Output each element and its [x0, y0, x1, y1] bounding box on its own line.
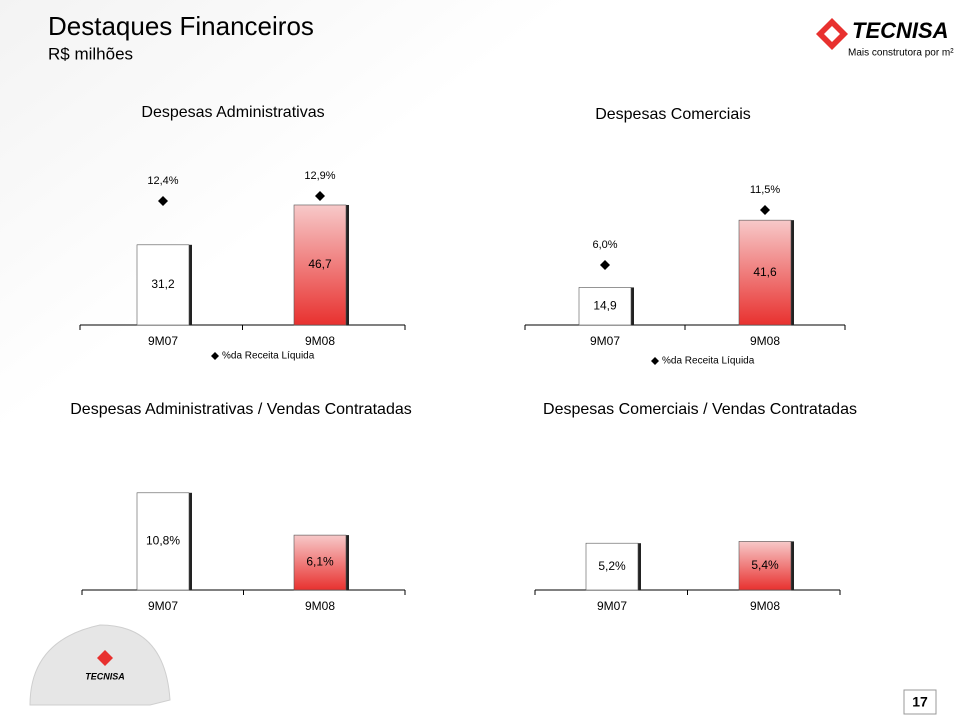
bar-value-label: 41,6	[753, 265, 777, 279]
legend-label: %da Receita Líquida	[662, 356, 755, 367]
bar-value-label: 46,7	[308, 257, 332, 271]
page-number: 17	[912, 694, 928, 710]
bar-value-label: 31,2	[151, 277, 175, 291]
x-tick-label: 9M07	[597, 599, 627, 613]
chart-title: Despesas Comerciais / Vendas Contratadas	[543, 401, 857, 418]
logo-mark-inner	[824, 26, 840, 42]
bar-value-label: 14,9	[593, 298, 617, 312]
bar	[293, 534, 347, 591]
chart-title: Despesas Administrativas / Vendas Contra…	[70, 401, 412, 418]
bar	[578, 287, 632, 326]
x-tick-label: 9M07	[590, 334, 620, 348]
bar	[738, 219, 792, 326]
bar	[293, 204, 347, 326]
page-box	[903, 689, 937, 715]
legend-marker	[651, 357, 659, 365]
x-tick-label: 9M07	[148, 334, 178, 348]
bar-value-label: 6,1%	[306, 555, 334, 569]
x-tick-label: 9M08	[750, 334, 780, 348]
helmet-mark	[97, 650, 113, 666]
bar	[136, 492, 190, 591]
helmet-shape	[29, 624, 171, 706]
bar	[738, 541, 792, 591]
helmet: TECNISA	[29, 624, 171, 706]
slide-title: Destaques Financeiros	[48, 11, 314, 41]
x-tick-label: 9M07	[148, 599, 178, 613]
logo-text: TECNISA	[852, 18, 949, 43]
bar	[585, 542, 639, 591]
chart-title: Despesas Administrativas	[141, 104, 324, 121]
marker	[158, 196, 168, 206]
logo: TECNISA Mais construtora por m²	[816, 18, 954, 59]
logo-tagline: Mais construtora por m²	[848, 48, 954, 59]
legend-label: %da Receita Líquida	[222, 351, 315, 362]
marker-label: 11,5%	[750, 184, 781, 196]
marker	[760, 205, 770, 215]
marker	[600, 260, 610, 270]
x-tick-label: 9M08	[305, 599, 335, 613]
slide-subtitle: R$ milhões	[48, 44, 133, 63]
marker-label: 6,0%	[592, 239, 617, 251]
marker-label: 12,4%	[147, 175, 178, 187]
marker	[315, 191, 325, 201]
bar-value-label: 10,8%	[146, 534, 180, 548]
helmet-text: TECNISA	[85, 671, 125, 681]
bar	[136, 244, 190, 326]
bar-value-label: 5,2%	[598, 559, 626, 573]
bar-value-label: 5,4%	[751, 558, 779, 572]
legend-marker	[211, 352, 219, 360]
x-tick-label: 9M08	[750, 599, 780, 613]
marker-label: 12,9%	[304, 170, 335, 182]
x-tick-label: 9M08	[305, 334, 335, 348]
chart-title: Despesas Comerciais	[595, 106, 751, 123]
